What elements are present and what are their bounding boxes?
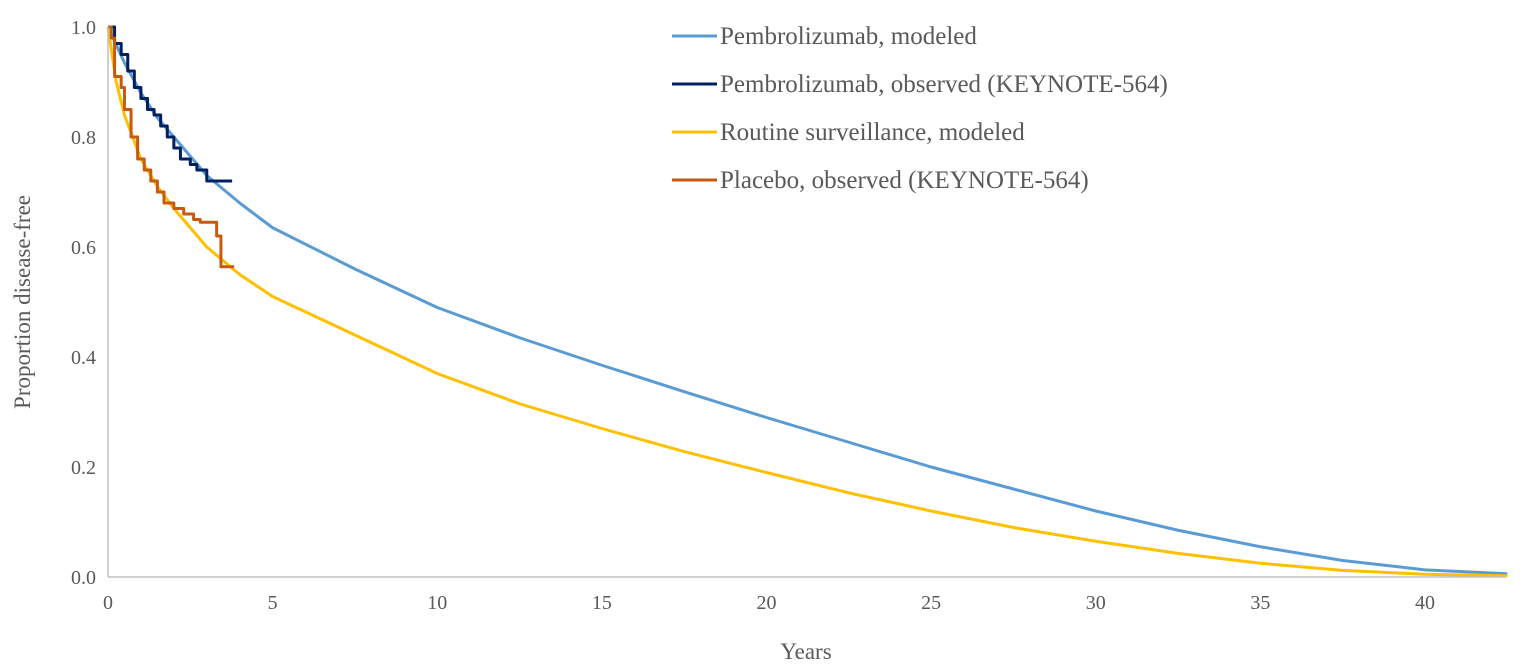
x-tick-labels: 0 5 10 15 20 25 30 35 40 [103, 592, 1435, 614]
series-line-2 [108, 25, 233, 183]
y-tick-label: 0.2 [71, 457, 96, 479]
legend-entry: Pembrolizumab, modeled [720, 23, 977, 50]
x-tick-label: 25 [921, 592, 941, 614]
y-tick-label: 0.4 [71, 347, 96, 369]
x-tick-label: 30 [1086, 592, 1106, 614]
x-tick-label: 5 [268, 592, 278, 614]
legend: Pembrolizumab, modeled Pembrolizumab, obs… [672, 23, 1168, 194]
y-tick-label: 0.6 [71, 237, 96, 259]
y-tick-labels: 0.0 0.2 0.4 0.6 0.8 1.0 [71, 17, 96, 589]
y-axis-label: Proportion disease-free [10, 195, 35, 409]
x-tick-label: 10 [427, 592, 447, 614]
y-tick-label: 0.0 [71, 567, 96, 589]
legend-entry: Placebo, observed (KEYNOTE-564) [720, 167, 1089, 194]
series-line-3 [106, 26, 1508, 578]
series-line-4 [108, 25, 235, 269]
y-tick-label: 1.0 [71, 17, 96, 39]
legend-entry: Pembrolizumab, observed (KEYNOTE-564) [720, 71, 1168, 98]
x-tick-label: 40 [1415, 592, 1435, 614]
x-axis-label: Years [780, 639, 831, 664]
plot-area [106, 25, 1508, 578]
x-tick-label: 20 [757, 592, 777, 614]
x-tick-label: 35 [1250, 592, 1270, 614]
legend-entry: Routine surveillance, modeled [720, 119, 1025, 146]
x-tick-label: 15 [592, 592, 612, 614]
series-line-1 [106, 26, 1508, 576]
y-tick-label: 0.8 [71, 127, 96, 149]
x-tick-label: 0 [103, 592, 113, 614]
